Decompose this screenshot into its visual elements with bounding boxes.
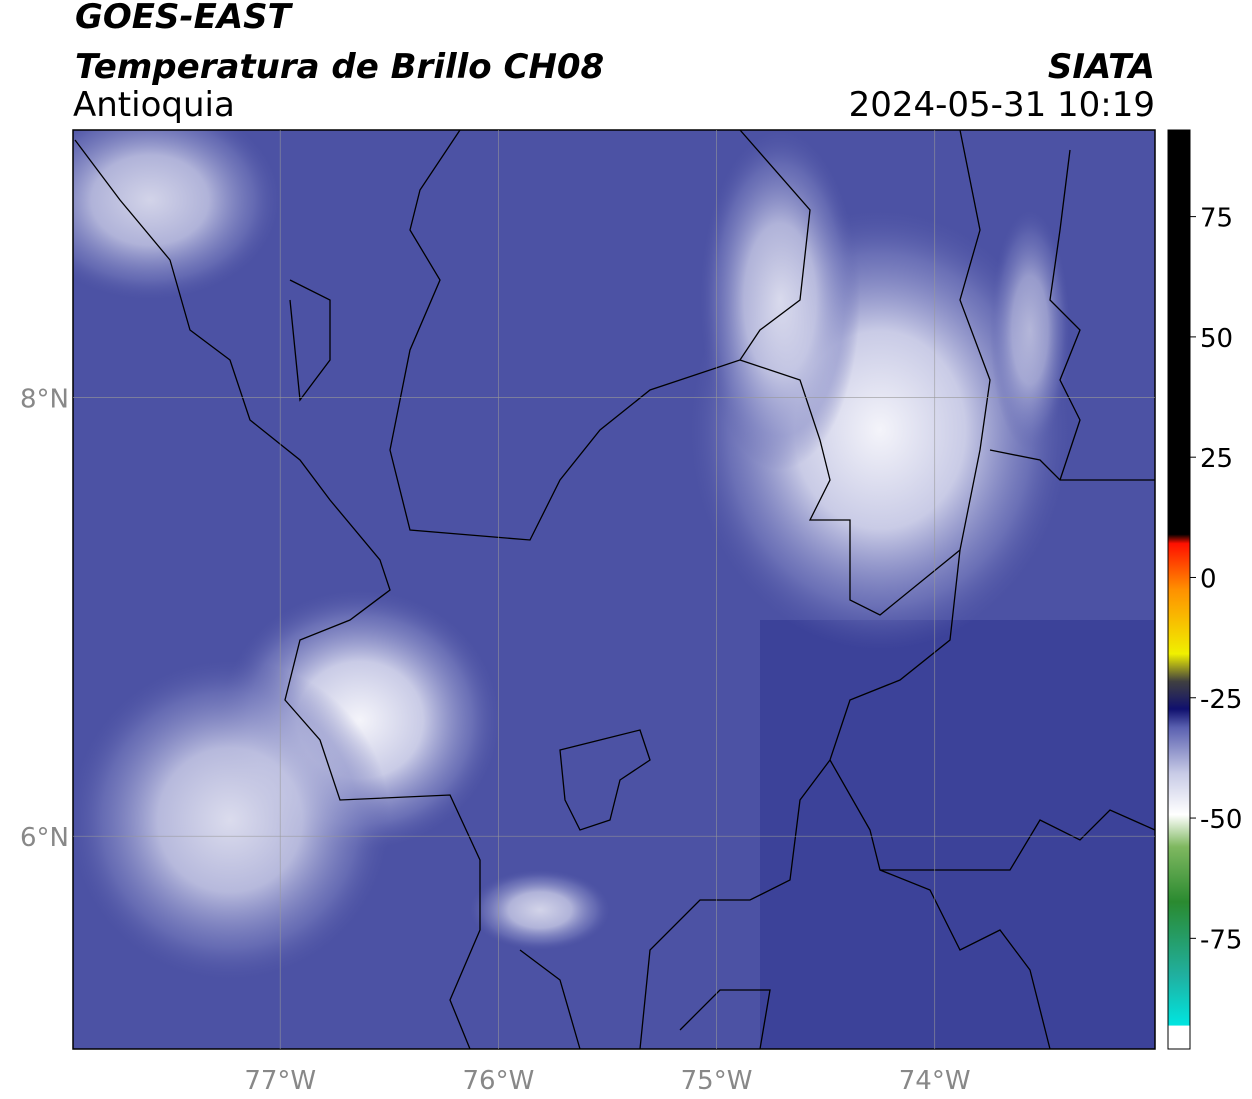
lat-label: 8°N [20,385,69,415]
product: Temperatura de Brillo CH08 [75,47,604,87]
lon-label: 74°W [899,1066,971,1096]
lon-label: 76°W [462,1066,534,1096]
satellite-image [73,130,1155,1049]
region: Antioquia [73,85,235,125]
colorbar-tick-label: 0 [1200,564,1217,594]
lon-label: 77°W [244,1066,316,1096]
colorbar-tick-label: 25 [1200,444,1233,474]
datetime: 2024-05-31 10:19 [849,85,1155,125]
lon-label: 75°W [681,1066,753,1096]
colorbar-tick-label: 50 [1200,324,1233,354]
colorbar [1167,129,1191,1050]
colorbar-tick-label: -50 [1200,805,1242,835]
satellite: GOES-EAST [75,0,294,37]
colorbar-tick-label: 75 [1200,204,1233,234]
source: SIATA [1048,47,1155,87]
colorbar-tick-label: -25 [1200,685,1242,715]
map-frame [72,129,1156,1050]
colorbar-tick-label: -75 [1200,925,1242,955]
lat-label: 6°N [20,823,69,853]
